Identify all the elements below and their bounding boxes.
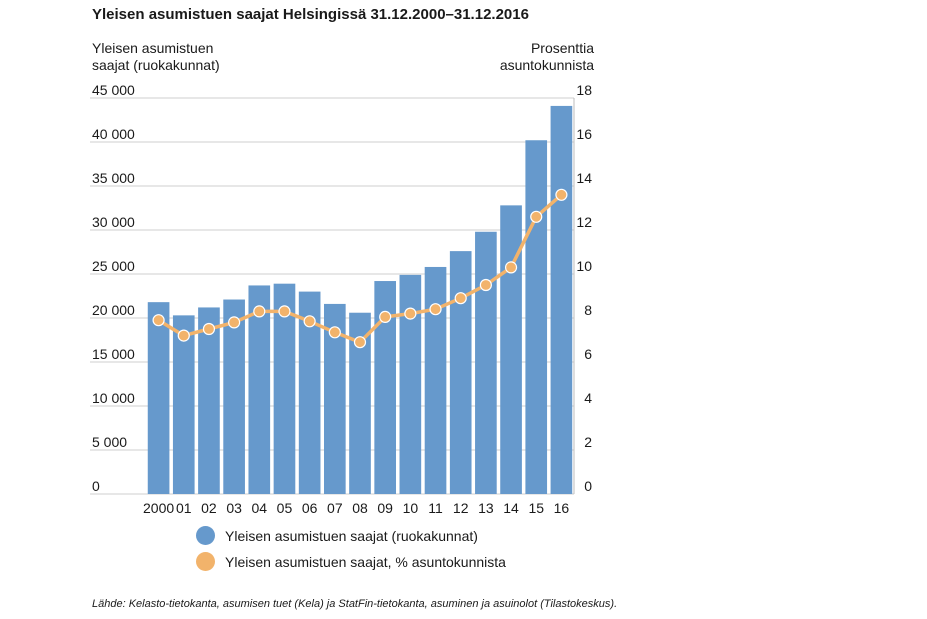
x-tick-label: 04 [252, 500, 268, 516]
right-axis-label: Prosenttia asuntokunnista [500, 40, 594, 74]
right-axis-label-line-1: Prosenttia [530, 40, 594, 56]
line-point [530, 210, 543, 223]
y-tick-label-left: 20 000 [92, 302, 135, 318]
legend-item-bars: Yleisen asumistuen saajat (ruokakunnat) [196, 526, 478, 545]
bar [147, 302, 170, 494]
line-point [555, 188, 568, 201]
bar [273, 283, 296, 494]
bar [172, 315, 195, 494]
legend-bar-label: Yleisen asumistuen saajat (ruokakunnat) [225, 527, 478, 544]
x-tick-label: 03 [226, 500, 242, 516]
legend-bar-swatch-icon [196, 526, 215, 545]
x-tick-label: 10 [403, 500, 419, 516]
line-point [379, 310, 392, 323]
bar [248, 285, 271, 494]
y-tick-label-right: 18 [576, 82, 592, 98]
y-tick-label-left: 35 000 [92, 170, 135, 186]
line-point [328, 326, 341, 339]
x-tick-label: 05 [277, 500, 293, 516]
line-point [353, 336, 367, 349]
bar [198, 307, 220, 494]
y-tick-label-left: 25 000 [92, 258, 135, 274]
x-tick-label: 06 [302, 500, 318, 516]
y-tick-label-right: 16 [576, 126, 592, 142]
bar [475, 231, 497, 494]
x-tick-label: 12 [453, 500, 469, 516]
legend-line-swatch-icon [196, 552, 215, 571]
line-point [228, 316, 241, 329]
left-axis-label: Yleisen asumistuen saajat (ruokakunnat) [92, 40, 220, 74]
y-tick-label-left: 30 000 [92, 214, 135, 230]
x-tick-label: 11 [428, 500, 443, 516]
line-point [479, 278, 492, 292]
y-tick-label-left: 0 [92, 478, 100, 494]
y-tick-label-left: 10 000 [92, 390, 135, 406]
line-point [278, 305, 291, 318]
line-point [177, 329, 190, 342]
source-note: Lähde: Kelasto-tietokanta, asumisen tuet… [92, 598, 618, 610]
legend-item-line: Yleisen asumistuen saajat, % asuntokunni… [196, 552, 506, 571]
y-tick-label-right: 14 [576, 170, 592, 186]
y-tick-label-right: 6 [584, 346, 592, 362]
y-tick-label-right: 4 [584, 390, 592, 406]
line-point [202, 322, 216, 336]
bar [349, 312, 371, 494]
y-tick-label-right: 0 [584, 478, 592, 494]
x-tick-label: 16 [554, 500, 570, 516]
x-tick-label: 02 [201, 500, 217, 516]
y-tick-label-left: 15 000 [92, 346, 135, 362]
x-tick-label: 13 [478, 500, 494, 516]
left-axis-label-line-2: saajat (ruokakunnat) [92, 57, 220, 73]
y-tick-label-left: 45 000 [92, 82, 135, 98]
x-tick-label: 09 [377, 500, 393, 516]
bar [323, 303, 346, 494]
line-point [152, 314, 165, 327]
bar [424, 266, 447, 494]
y-tick-label-right: 10 [576, 258, 592, 274]
bar [298, 291, 321, 494]
x-tick-label: 08 [352, 500, 368, 516]
x-tick-label: 15 [528, 500, 544, 516]
bar [223, 299, 245, 494]
x-tick-label: 2000 [143, 500, 174, 516]
chart-title: Yleisen asumistuen saajat Helsingissä 31… [92, 6, 529, 23]
y-tick-label-left: 5 000 [92, 434, 127, 450]
bar [500, 205, 522, 495]
bar [449, 251, 472, 494]
line-point [454, 292, 467, 305]
line-point [253, 305, 266, 318]
line-point [404, 307, 417, 320]
line-point [504, 261, 518, 274]
right-axis-label-line-2: asuntokunnista [499, 57, 594, 73]
bar [525, 140, 548, 495]
y-tick-label-right: 2 [584, 434, 592, 450]
y-tick-label-left: 40 000 [92, 126, 135, 142]
left-axis-label-line-1: Yleisen asumistuen [92, 40, 214, 56]
bar [550, 105, 573, 495]
x-tick-label: 01 [176, 500, 192, 516]
y-tick-label-right: 12 [576, 214, 592, 230]
bar [399, 274, 422, 494]
x-tick-label: 14 [503, 500, 519, 516]
line-point [429, 303, 442, 316]
bar [374, 281, 397, 494]
x-tick-label: 07 [327, 500, 343, 516]
line-point [303, 315, 316, 328]
legend-line-label: Yleisen asumistuen saajat, % asuntokunni… [225, 553, 506, 570]
y-tick-label-right: 8 [584, 302, 592, 318]
